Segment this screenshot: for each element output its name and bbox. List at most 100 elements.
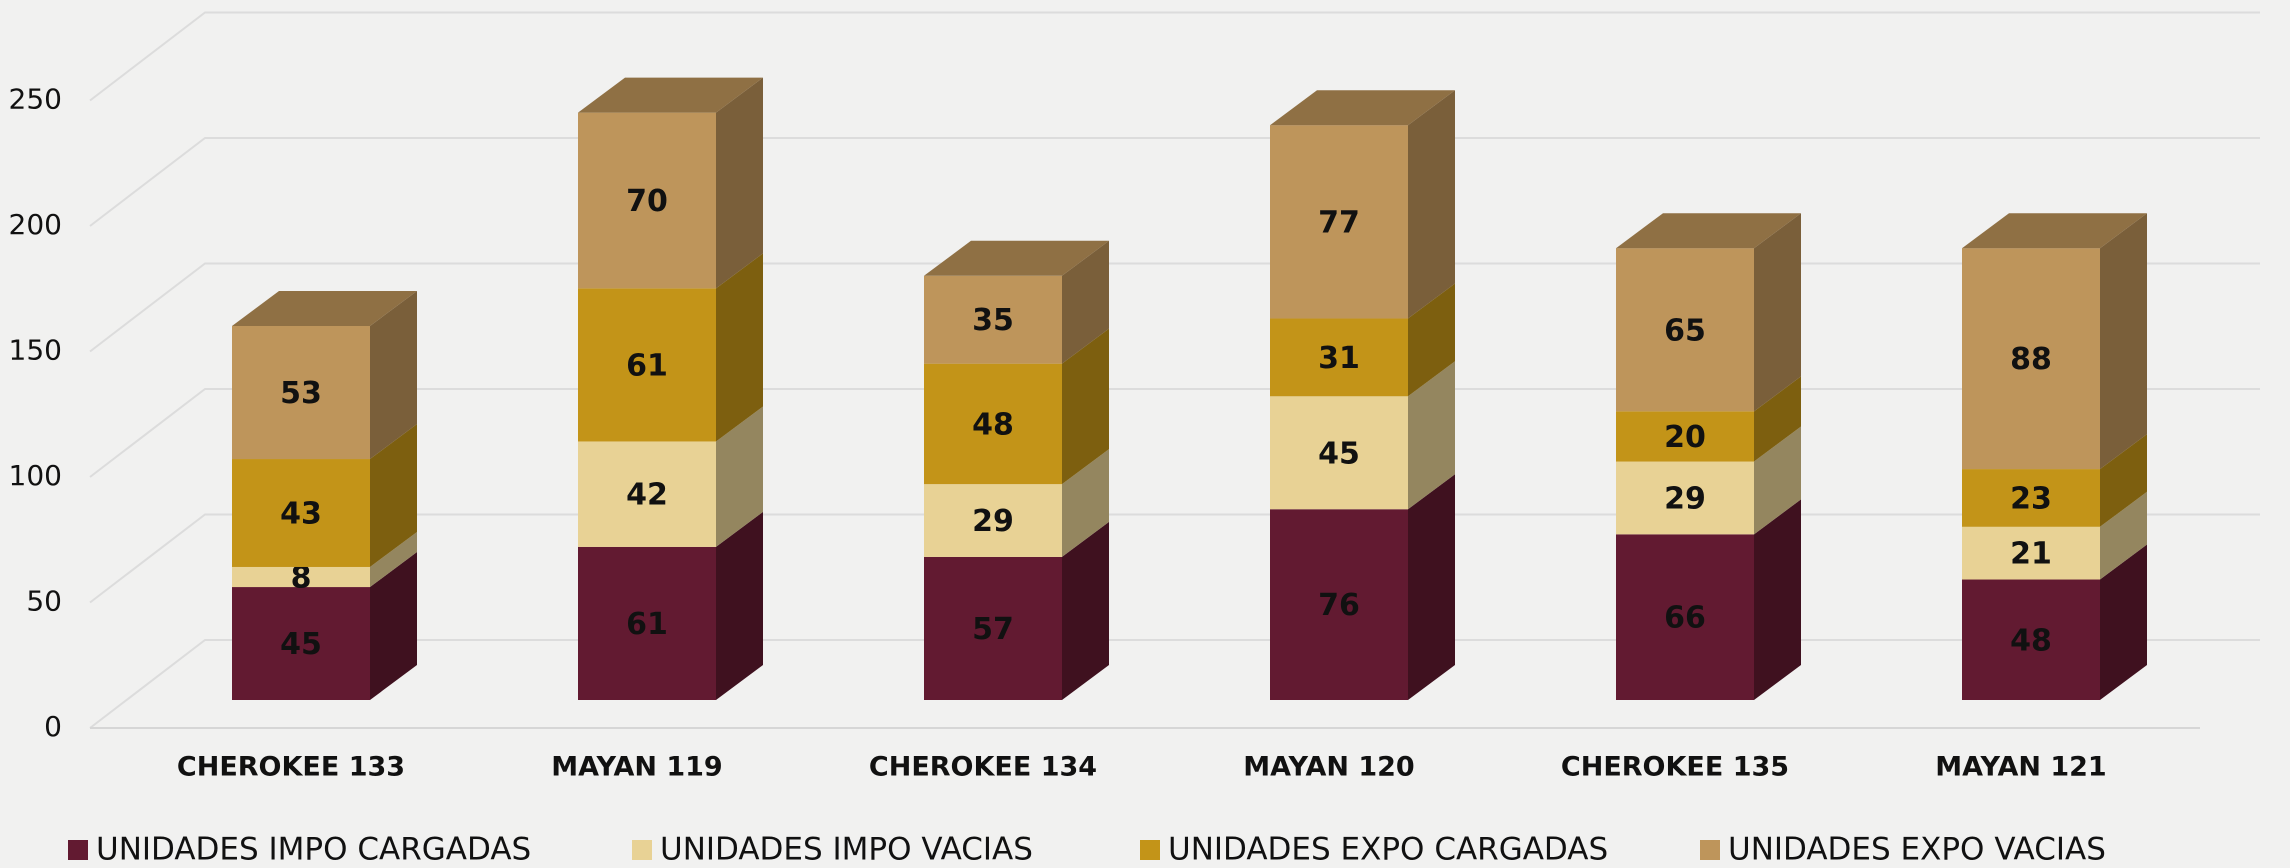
data-label: 23: [2010, 481, 2052, 516]
bar-segment: [924, 363, 1062, 485]
bar-segment: [1962, 526, 2100, 580]
data-label: 70: [626, 184, 668, 219]
y-tick-label: 200: [9, 208, 62, 241]
data-label: 45: [280, 627, 322, 662]
legend-swatch: [632, 840, 652, 860]
data-label: 48: [972, 407, 1014, 442]
x-tick-label: CHEROKEE 133: [177, 752, 405, 783]
bar-segment: [1616, 461, 1754, 535]
grid-line: [89, 11, 2260, 102]
bar-segment: [578, 288, 716, 442]
data-label: 21: [2010, 537, 2052, 572]
legend-label: UNIDADES EXPO VACIAS: [1728, 832, 2106, 868]
legend-swatch: [1140, 840, 1160, 860]
bar-segment: [1270, 396, 1408, 510]
data-label: 66: [1664, 601, 1706, 636]
y-tick-label: 0: [44, 710, 62, 743]
data-label: 53: [280, 376, 322, 411]
data-label: 45: [1318, 436, 1360, 471]
grid-line: [89, 639, 2260, 729]
bar-segment: [924, 556, 1062, 700]
data-label: 42: [626, 478, 668, 513]
data-label: 88: [2010, 342, 2052, 377]
bar-top: [578, 77, 763, 113]
bar-top: [1962, 213, 2147, 249]
bar-segment: [578, 441, 716, 547]
bar-side: [2100, 213, 2147, 470]
bar-segment: [1616, 534, 1754, 700]
grid-line: [89, 387, 2260, 478]
bar-side: [716, 511, 763, 700]
data-label: 20: [1664, 420, 1706, 455]
bar-segment: [1962, 248, 2100, 470]
bar-segment: [232, 459, 370, 567]
bar-segment: [578, 112, 716, 289]
bar-side: [1754, 499, 1801, 700]
data-label: 61: [626, 607, 668, 642]
bar-side: [1754, 376, 1801, 462]
bar-segment: [1962, 469, 2100, 527]
bar-segment: [1616, 411, 1754, 462]
bar-side: [1408, 283, 1455, 397]
grid-line: [89, 513, 2260, 604]
bar-segment: [1270, 509, 1408, 700]
data-label: 48: [2010, 623, 2052, 658]
bar-segment: [232, 566, 370, 588]
bar-segment: [924, 484, 1062, 557]
data-label: 61: [626, 348, 668, 383]
grid-line: [89, 262, 2260, 353]
bar-segment: [232, 326, 370, 460]
y-tick-label: 150: [9, 333, 62, 366]
legend-label: UNIDADES IMPO CARGADAS: [96, 832, 531, 868]
grid-line: [89, 136, 2260, 227]
bar-segment: [1962, 579, 2100, 700]
bar-segment: [1270, 125, 1408, 319]
data-label: 29: [972, 504, 1014, 539]
data-label: 65: [1664, 313, 1706, 348]
bar-segment: [1270, 318, 1408, 397]
bar-side: [1062, 449, 1109, 557]
bar-top: [1270, 90, 1455, 126]
x-tick-label: CHEROKEE 134: [869, 752, 1097, 783]
bar-segment: [232, 587, 370, 700]
bar-side: [716, 77, 763, 289]
x-tick-label: MAYAN 119: [551, 752, 722, 783]
bar-segment: [1616, 248, 1754, 412]
bar-side: [2100, 544, 2147, 700]
bar-top: [232, 291, 417, 326]
data-label: 8: [291, 561, 312, 596]
bar-side: [370, 291, 417, 460]
x-tick-label: MAYAN 121: [1935, 752, 2106, 783]
x-tick-label: MAYAN 120: [1243, 752, 1414, 783]
data-label: 57: [972, 612, 1014, 647]
data-label: 76: [1318, 588, 1360, 623]
bar-side: [1754, 213, 1801, 412]
data-label: 43: [280, 497, 322, 532]
bar-side: [1062, 240, 1109, 364]
bar-side: [370, 531, 417, 588]
bar-side: [1408, 90, 1455, 319]
bar-side: [716, 406, 763, 547]
bar-side: [370, 552, 417, 700]
bar-side: [1754, 426, 1801, 535]
bar-side: [2100, 491, 2147, 580]
bar-side: [1062, 328, 1109, 485]
bar-top: [1616, 213, 1801, 249]
bar-side: [1062, 521, 1109, 700]
bar-side: [716, 253, 763, 442]
bar-top: [924, 240, 1109, 276]
data-label: 29: [1664, 481, 1706, 516]
data-label: 31: [1318, 341, 1360, 376]
bar-side: [370, 424, 417, 567]
legend-label: UNIDADES EXPO CARGADAS: [1168, 832, 1608, 868]
x-tick-label: CHEROKEE 135: [1561, 752, 1789, 783]
data-label: 35: [972, 303, 1014, 338]
y-tick-label: 250: [9, 82, 62, 115]
bar-side: [2100, 434, 2147, 527]
legend-swatch: [1700, 840, 1720, 860]
bar-segment: [924, 275, 1062, 364]
bar-side: [1408, 361, 1455, 510]
bar-side: [1408, 474, 1455, 700]
y-tick-label: 100: [9, 459, 62, 492]
